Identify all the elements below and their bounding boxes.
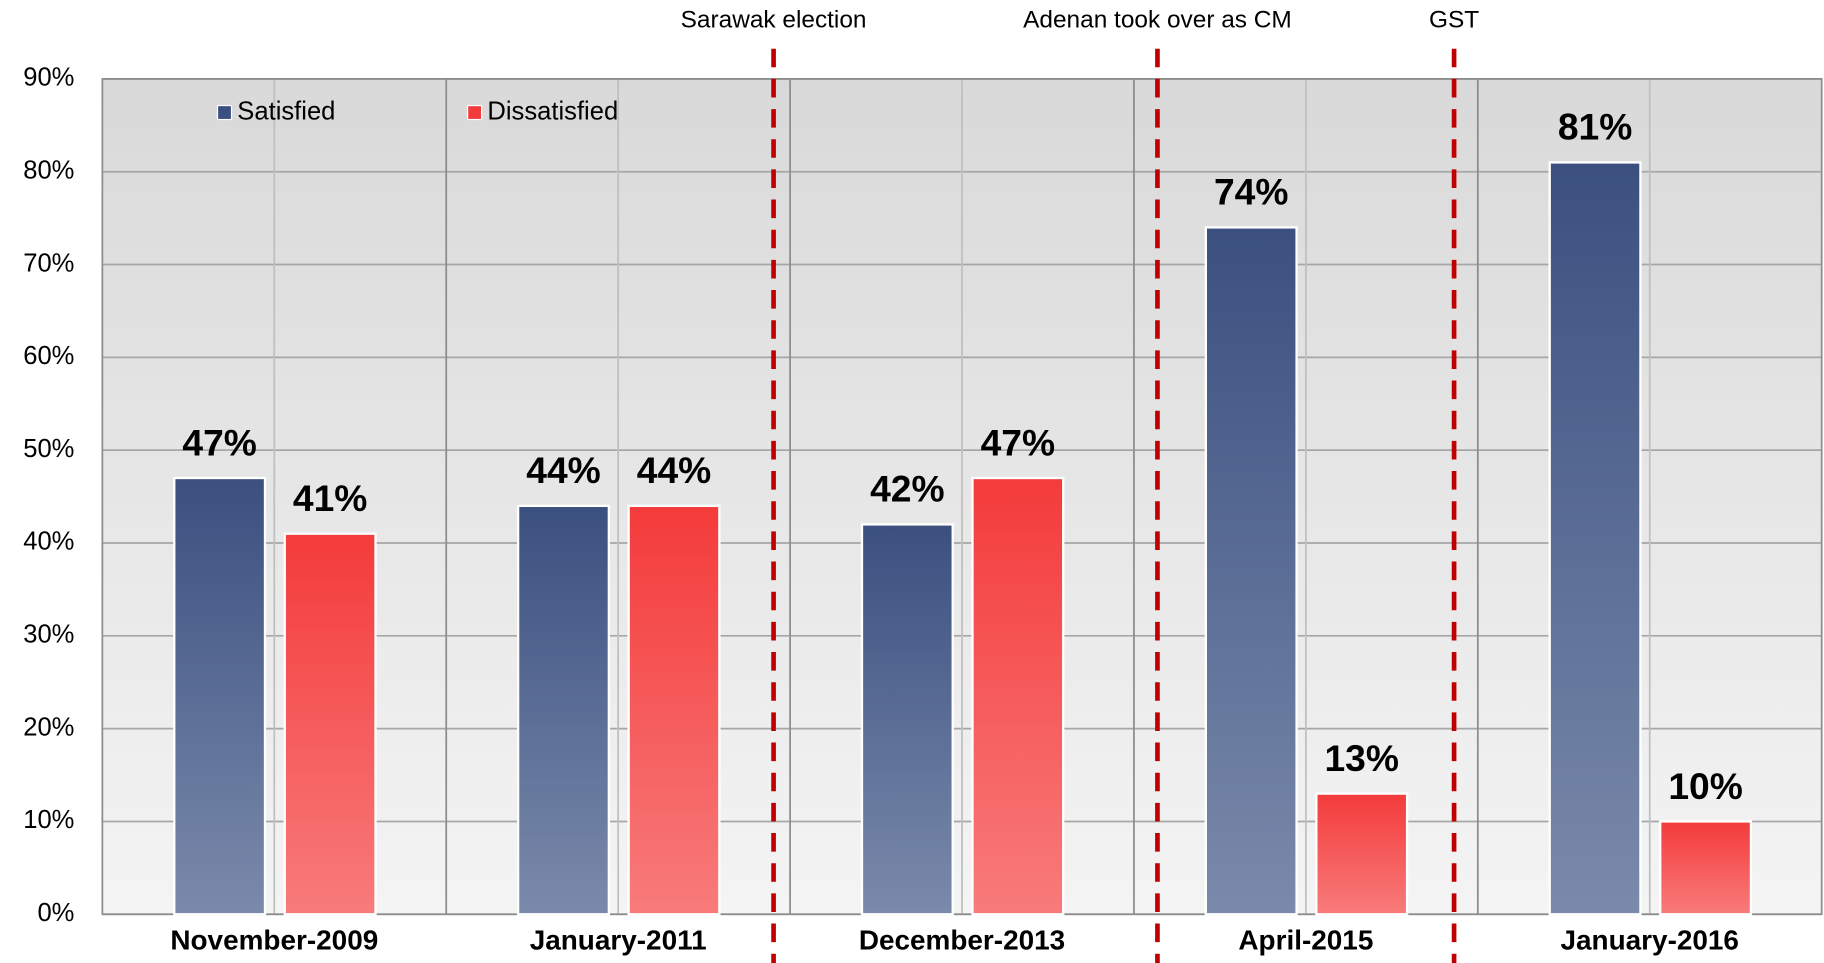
event-label: Sarawak election bbox=[681, 6, 867, 33]
data-label: 10% bbox=[1668, 765, 1742, 807]
x-tick-label: November-2009 bbox=[170, 924, 378, 955]
legend-label: Satisfied bbox=[237, 97, 335, 125]
data-label: 74% bbox=[1214, 171, 1288, 213]
x-tick-label: January-2011 bbox=[530, 924, 707, 955]
bar bbox=[1315, 792, 1409, 916]
data-label: 47% bbox=[182, 421, 256, 463]
bar bbox=[971, 476, 1065, 916]
bar bbox=[1659, 820, 1753, 916]
data-label: 44% bbox=[526, 449, 600, 491]
y-tick-label: 50% bbox=[23, 435, 74, 463]
data-label: 47% bbox=[981, 421, 1055, 463]
y-tick-label: 60% bbox=[23, 342, 74, 370]
event-label: Adenan took over as CM bbox=[1023, 6, 1292, 33]
data-label: 13% bbox=[1324, 737, 1398, 779]
bar bbox=[1204, 226, 1298, 916]
y-tick-label: 10% bbox=[23, 806, 74, 834]
y-tick-label: 0% bbox=[37, 899, 74, 927]
legend-label: Dissatisfied bbox=[487, 97, 618, 125]
bar bbox=[627, 504, 721, 916]
data-label: 44% bbox=[637, 449, 711, 491]
y-tick-label: 20% bbox=[23, 713, 74, 741]
y-tick-label: 90% bbox=[23, 64, 74, 92]
y-tick-label: 30% bbox=[23, 621, 74, 649]
bar bbox=[1548, 161, 1642, 916]
data-label: 81% bbox=[1558, 106, 1632, 148]
bar bbox=[283, 532, 377, 916]
x-tick-label: January-2016 bbox=[1561, 924, 1739, 955]
y-tick-label: 40% bbox=[23, 528, 74, 556]
y-tick-label: 80% bbox=[23, 156, 74, 184]
x-tick-label: April-2015 bbox=[1238, 924, 1373, 955]
data-label: 41% bbox=[293, 477, 367, 519]
bar bbox=[516, 504, 611, 916]
y-tick-label: 70% bbox=[23, 249, 74, 277]
data-label: 42% bbox=[870, 468, 944, 510]
x-tick-label: December-2013 bbox=[859, 924, 1065, 955]
bar bbox=[860, 523, 954, 916]
bar bbox=[173, 476, 267, 916]
event-label: GST bbox=[1429, 6, 1479, 33]
plot-border bbox=[101, 78, 1823, 916]
legend-swatch bbox=[216, 105, 233, 121]
legend-swatch bbox=[467, 105, 483, 121]
